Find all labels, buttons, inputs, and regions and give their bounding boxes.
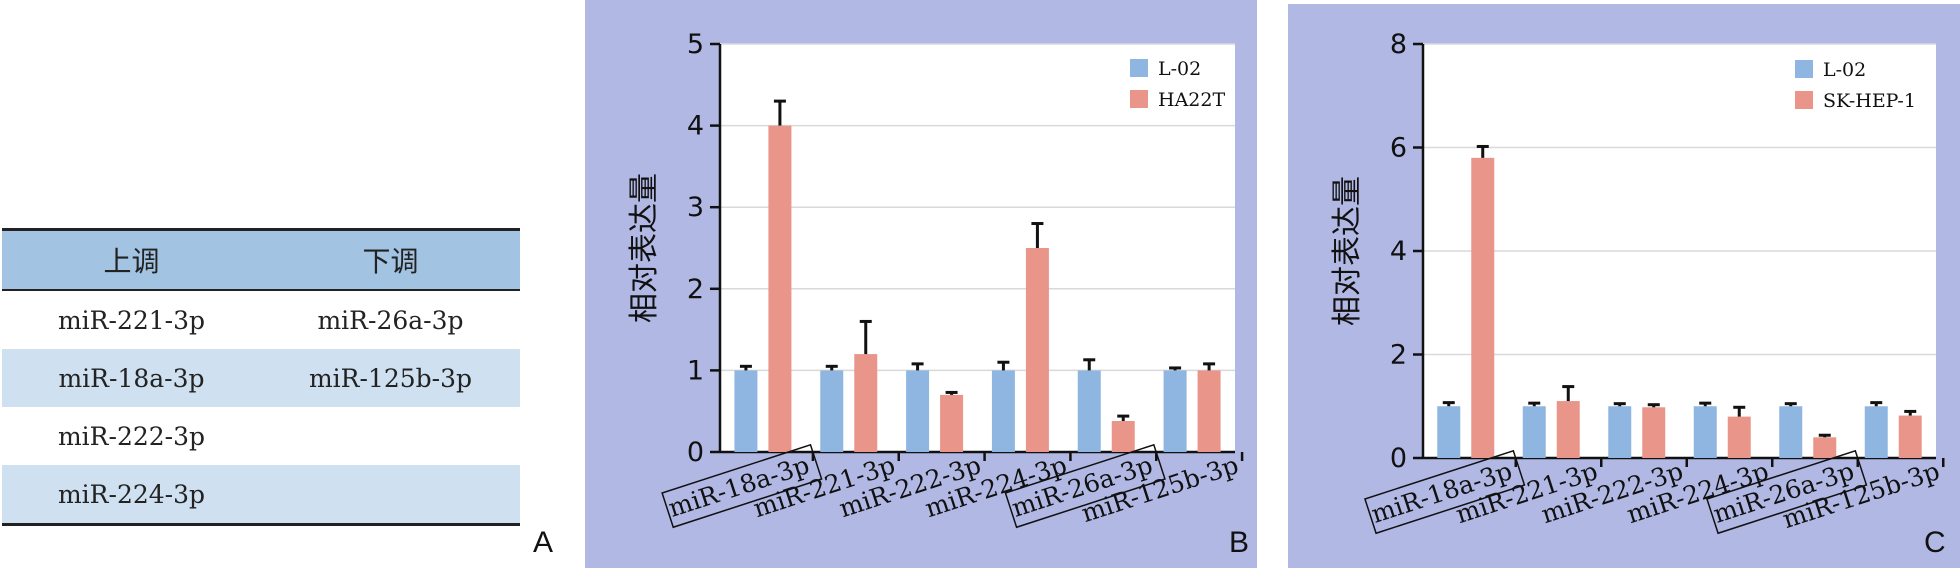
y-axis-label: 相对表达量: [627, 173, 662, 323]
bar: [854, 354, 878, 452]
bar: [1111, 420, 1135, 452]
legend-label: HA22T: [1158, 89, 1225, 111]
bar: [1864, 406, 1888, 458]
legend-swatch: [1130, 59, 1148, 77]
bar: [1077, 370, 1101, 452]
y-tick-label: 0: [687, 437, 704, 468]
bar: [1779, 406, 1803, 458]
bar: [1693, 406, 1717, 458]
table-row: miR-18a-3p miR-125b-3p: [2, 349, 520, 407]
table-cell: miR-224-3p: [2, 465, 261, 526]
legend-label: SK-HEP-1: [1823, 90, 1916, 112]
header-downregulated: 下调: [261, 228, 520, 291]
y-tick-label: 3: [687, 192, 704, 223]
bar: [1898, 415, 1922, 458]
bar: [1522, 406, 1546, 458]
table-cell: miR-125b-3p: [261, 349, 520, 407]
table-cell: miR-18a-3p: [2, 349, 261, 407]
panel-label-c: C: [1924, 526, 1946, 559]
bar: [1642, 407, 1666, 458]
table-cell: miR-221-3p: [57, 305, 206, 335]
table-cell: [261, 465, 520, 526]
chart-c: 02468相对表达量miR-18a-3pmiR-221-3pmiR-222-3p…: [1330, 29, 1945, 535]
bar: [1163, 370, 1187, 452]
bar: [734, 370, 758, 452]
y-tick-label: 2: [687, 274, 704, 305]
legend-label: L-02: [1823, 59, 1866, 81]
table-cell: miR-222-3p: [57, 421, 206, 451]
y-tick-label: 4: [687, 111, 704, 142]
bar: [1437, 406, 1461, 458]
table-row: miR-222-3p: [2, 407, 520, 465]
y-tick-label: 4: [1390, 236, 1407, 267]
y-tick-label: 6: [1390, 133, 1407, 164]
bar: [1556, 401, 1580, 458]
bar: [1197, 370, 1221, 452]
y-axis-label: 相对表达量: [1330, 176, 1365, 326]
panel-a: 上调 下调 miR-221-3p miR-26a-3p miR-18a-3p m…: [0, 0, 560, 570]
panel-label-a: A: [533, 526, 554, 559]
bar: [1727, 416, 1751, 458]
table-cell: miR-26a-3p: [317, 305, 464, 335]
panel-b: 0 1 2 3 4 5 相对表达量 miR-18a-3p miR-221-3p miR-222-3…: [585, 0, 1257, 568]
table-cell: [261, 407, 520, 465]
plot-area: [720, 44, 1235, 452]
panel-c: 0 2 4 6 8 相对表达量 miR-18a-3p miR-221-3p miR-222-3p…: [1288, 4, 1960, 568]
table-row: miR-221-3p miR-26a-3p: [2, 290, 520, 349]
header-upregulated: 上调: [2, 228, 261, 291]
bar: [820, 370, 844, 452]
y-tick-label: 1: [687, 355, 704, 386]
bar: [1813, 437, 1837, 458]
bar: [768, 125, 792, 452]
legend-swatch: [1795, 60, 1813, 78]
category-highlight-box: [1364, 449, 1526, 535]
y-tick-label: 5: [687, 29, 704, 60]
bar: [940, 394, 964, 452]
legend-swatch: [1795, 91, 1813, 109]
y-tick-label: 2: [1390, 340, 1407, 371]
category-highlight-box: [661, 443, 823, 529]
bar: [991, 370, 1015, 452]
category-highlight-box: [1004, 443, 1166, 529]
legend-label: L-02: [1158, 58, 1201, 80]
bar: [1471, 157, 1495, 458]
bar: [1608, 406, 1632, 458]
panel-label-b: B: [1229, 526, 1250, 559]
table-header-row: 上调 下调: [2, 228, 520, 291]
category-highlight-box: [1706, 449, 1868, 535]
y-tick-label: 0: [1390, 443, 1407, 474]
mirna-table: 上调 下调 miR-221-3p miR-26a-3p miR-18a-3p m…: [2, 228, 520, 526]
table-row: miR-224-3p: [2, 465, 520, 526]
chart-b: 012345相对表达量miR-18a-3pmiR-221-3pmiR-222-3…: [627, 29, 1244, 529]
bar: [906, 370, 930, 452]
legend-swatch: [1130, 90, 1148, 108]
bar: [1025, 248, 1049, 452]
y-tick-label: 8: [1390, 29, 1407, 60]
